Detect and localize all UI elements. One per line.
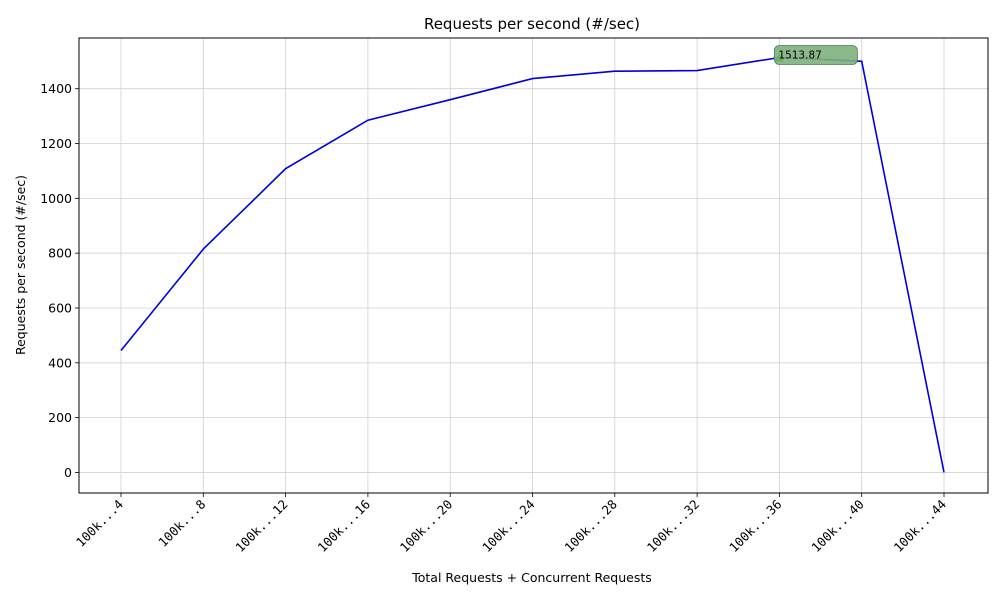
y-tick-label: 400	[48, 355, 72, 370]
y-tick-label: 200	[48, 410, 72, 425]
x-axis: 100k...4 100k...8 100k...12 100k...16 100k..…	[73, 493, 949, 555]
y-tick-label: 800	[48, 246, 72, 261]
x-tick-label: 100k...20	[397, 497, 456, 556]
plot-frame	[78, 37, 989, 494]
x-tick-label: 100k...12	[232, 497, 291, 556]
x-tick-label: 100k...4	[73, 497, 126, 550]
y-tick-label: 600	[48, 300, 72, 315]
y-tick-label: 1400	[40, 81, 72, 96]
x-tick-label: 100k...8	[155, 497, 208, 550]
annotation-layer: 1513.87	[774, 45, 858, 65]
x-tick-label: 100k...16	[315, 497, 374, 556]
annotation-label: 1513.87	[778, 49, 821, 61]
x-tick-label: 100k...40	[808, 497, 867, 556]
x-tick-label: 100k...24	[479, 497, 538, 556]
x-axis-label: Total Requests + Concurrent Requests	[411, 570, 652, 585]
annotation-box	[774, 45, 858, 65]
y-tick-label: 1000	[40, 191, 72, 206]
y-tick-label: 0	[64, 465, 72, 480]
x-tick-label: 100k...28	[561, 497, 620, 556]
chart-title: Requests per second (#/sec)	[424, 15, 640, 33]
x-tick-label: 100k...44	[891, 497, 950, 556]
x-tick-label: 100k...32	[644, 497, 703, 556]
y-axis: 0 200 400 600 800 1000 1200 1400	[40, 81, 79, 480]
x-tick-label: 100k...36	[726, 497, 785, 556]
y-tick-label: 1200	[40, 136, 72, 151]
grid	[79, 38, 988, 493]
y-axis-label: Requests per second (#/sec)	[13, 175, 28, 355]
